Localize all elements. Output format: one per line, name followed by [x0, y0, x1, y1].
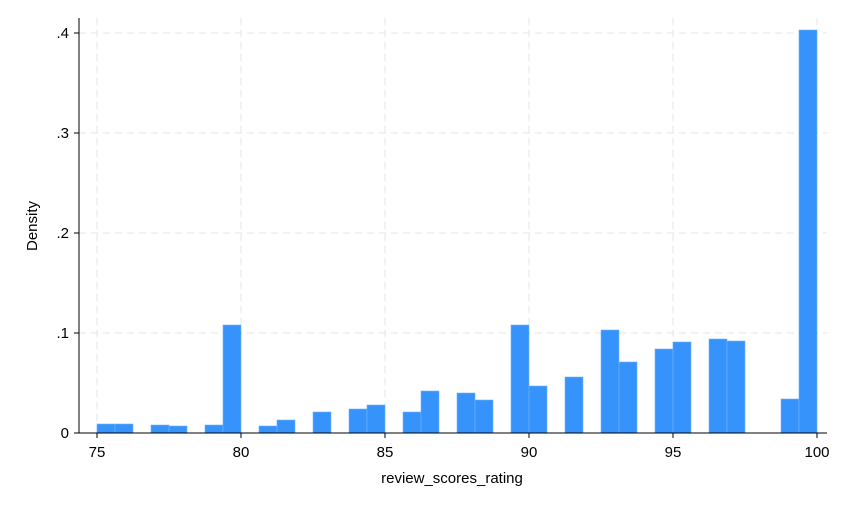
histogram-bar	[276, 419, 296, 434]
histogram-bar	[618, 361, 638, 434]
x-tick-label: 95	[665, 444, 682, 461]
histogram-bar	[456, 392, 476, 434]
histogram-bar	[168, 425, 188, 434]
histogram-bar	[366, 404, 386, 434]
histogram-bar	[528, 385, 548, 434]
histogram-bar	[312, 411, 332, 434]
x-tick-label: 75	[89, 444, 106, 461]
histogram-bar	[150, 424, 170, 434]
bars-layer	[96, 29, 818, 434]
histogram-bar	[114, 423, 134, 434]
y-tick-label: .1	[56, 325, 69, 342]
y-tick-label: .3	[56, 125, 69, 142]
histogram-bar	[348, 408, 368, 434]
histogram-bar	[564, 376, 584, 434]
histogram-bar	[726, 340, 746, 434]
histogram-bar	[798, 29, 818, 434]
histogram-bar	[708, 338, 728, 434]
axes-layer	[78, 18, 827, 434]
y-axis-title: Density	[24, 200, 41, 251]
x-tick-label: 100	[804, 444, 829, 461]
y-tick-label: .4	[56, 25, 69, 42]
histogram-bar	[654, 348, 674, 434]
histogram-bar	[600, 329, 620, 434]
x-axis-title: review_scores_rating	[381, 470, 523, 487]
histogram-bar	[420, 390, 440, 434]
histogram-bar	[222, 324, 242, 434]
histogram-bar	[96, 423, 116, 434]
histogram-bar	[780, 398, 800, 434]
histogram-bar	[672, 341, 692, 434]
x-tick-label: 90	[521, 444, 538, 461]
y-tick-label: 0	[61, 425, 69, 442]
histogram-bar	[510, 324, 530, 434]
y-tick-label: .2	[56, 225, 69, 242]
x-tick-label: 85	[377, 444, 394, 461]
histogram-bar	[402, 411, 422, 434]
ticks-layer: 75 80 85 90 95 100 0 .1 .2 .3 .4	[56, 25, 829, 461]
histogram-bar	[204, 424, 224, 434]
histogram-bar	[474, 399, 494, 434]
x-tick-label: 80	[233, 444, 250, 461]
histogram-bar	[258, 425, 278, 434]
